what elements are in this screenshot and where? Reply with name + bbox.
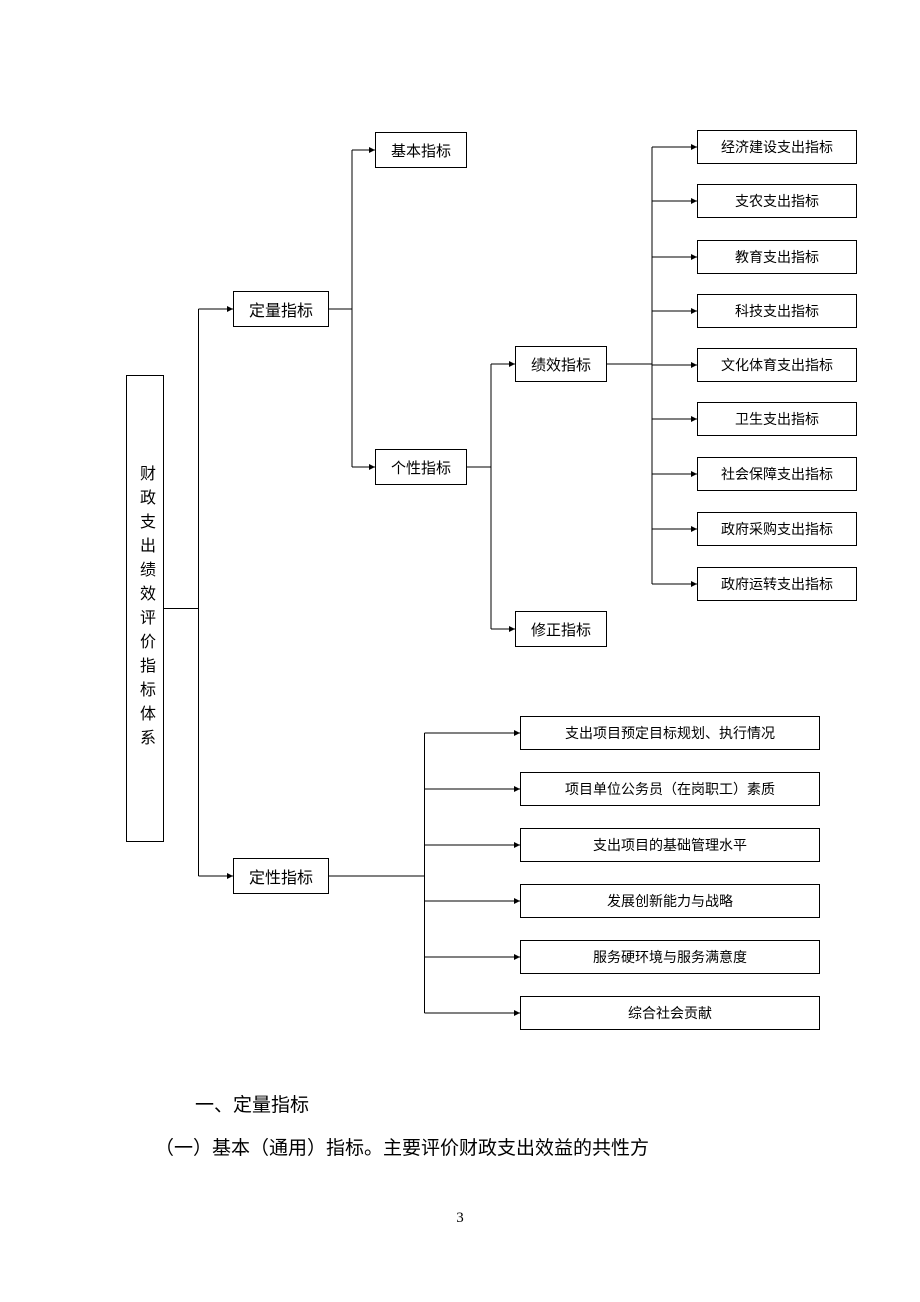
level5-perf-node-5: 卫生支出指标 <box>697 402 857 436</box>
level5-perf-node-2: 教育支出指标 <box>697 240 857 274</box>
level3-qual-node-4: 服务硬环境与服务满意度 <box>520 940 820 974</box>
level4-indiv-node-0: 绩效指标 <box>515 346 607 382</box>
level5-perf-node-7: 政府采购支出指标 <box>697 512 857 546</box>
level3-qual-node-3: 发展创新能力与战略 <box>520 884 820 918</box>
level3-qual-node-1: 项目单位公务员（在岗职工）素质 <box>520 772 820 806</box>
level5-perf-node-3: 科技支出指标 <box>697 294 857 328</box>
level3-quant-node-0: 基本指标 <box>375 132 467 168</box>
level3-qual-node-2: 支出项目的基础管理水平 <box>520 828 820 862</box>
page-number: 3 <box>0 1210 920 1227</box>
body-line-2: （一）基本（通用）指标。主要评价财政支出效益的共性方 <box>155 1128 649 1170</box>
level5-perf-node-4: 文化体育支出指标 <box>697 348 857 382</box>
level2-node-1: 定性指标 <box>233 858 329 894</box>
level3-quant-node-1: 个性指标 <box>375 449 467 485</box>
page: 财政支出绩效评价指标体系 一、定量指标 （一）基本（通用）指标。主要评价财政支出… <box>0 0 920 1302</box>
level5-perf-node-1: 支农支出指标 <box>697 184 857 218</box>
level5-perf-node-6: 社会保障支出指标 <box>697 457 857 491</box>
level3-qual-node-0: 支出项目预定目标规划、执行情况 <box>520 716 820 750</box>
level2-node-0: 定量指标 <box>233 291 329 327</box>
level5-perf-node-0: 经济建设支出指标 <box>697 130 857 164</box>
level3-qual-node-5: 综合社会贡献 <box>520 996 820 1030</box>
level5-perf-node-8: 政府运转支出指标 <box>697 567 857 601</box>
root-node: 财政支出绩效评价指标体系 <box>126 375 164 842</box>
body-line-1: 一、定量指标 <box>195 1085 309 1127</box>
level4-indiv-node-1: 修正指标 <box>515 611 607 647</box>
